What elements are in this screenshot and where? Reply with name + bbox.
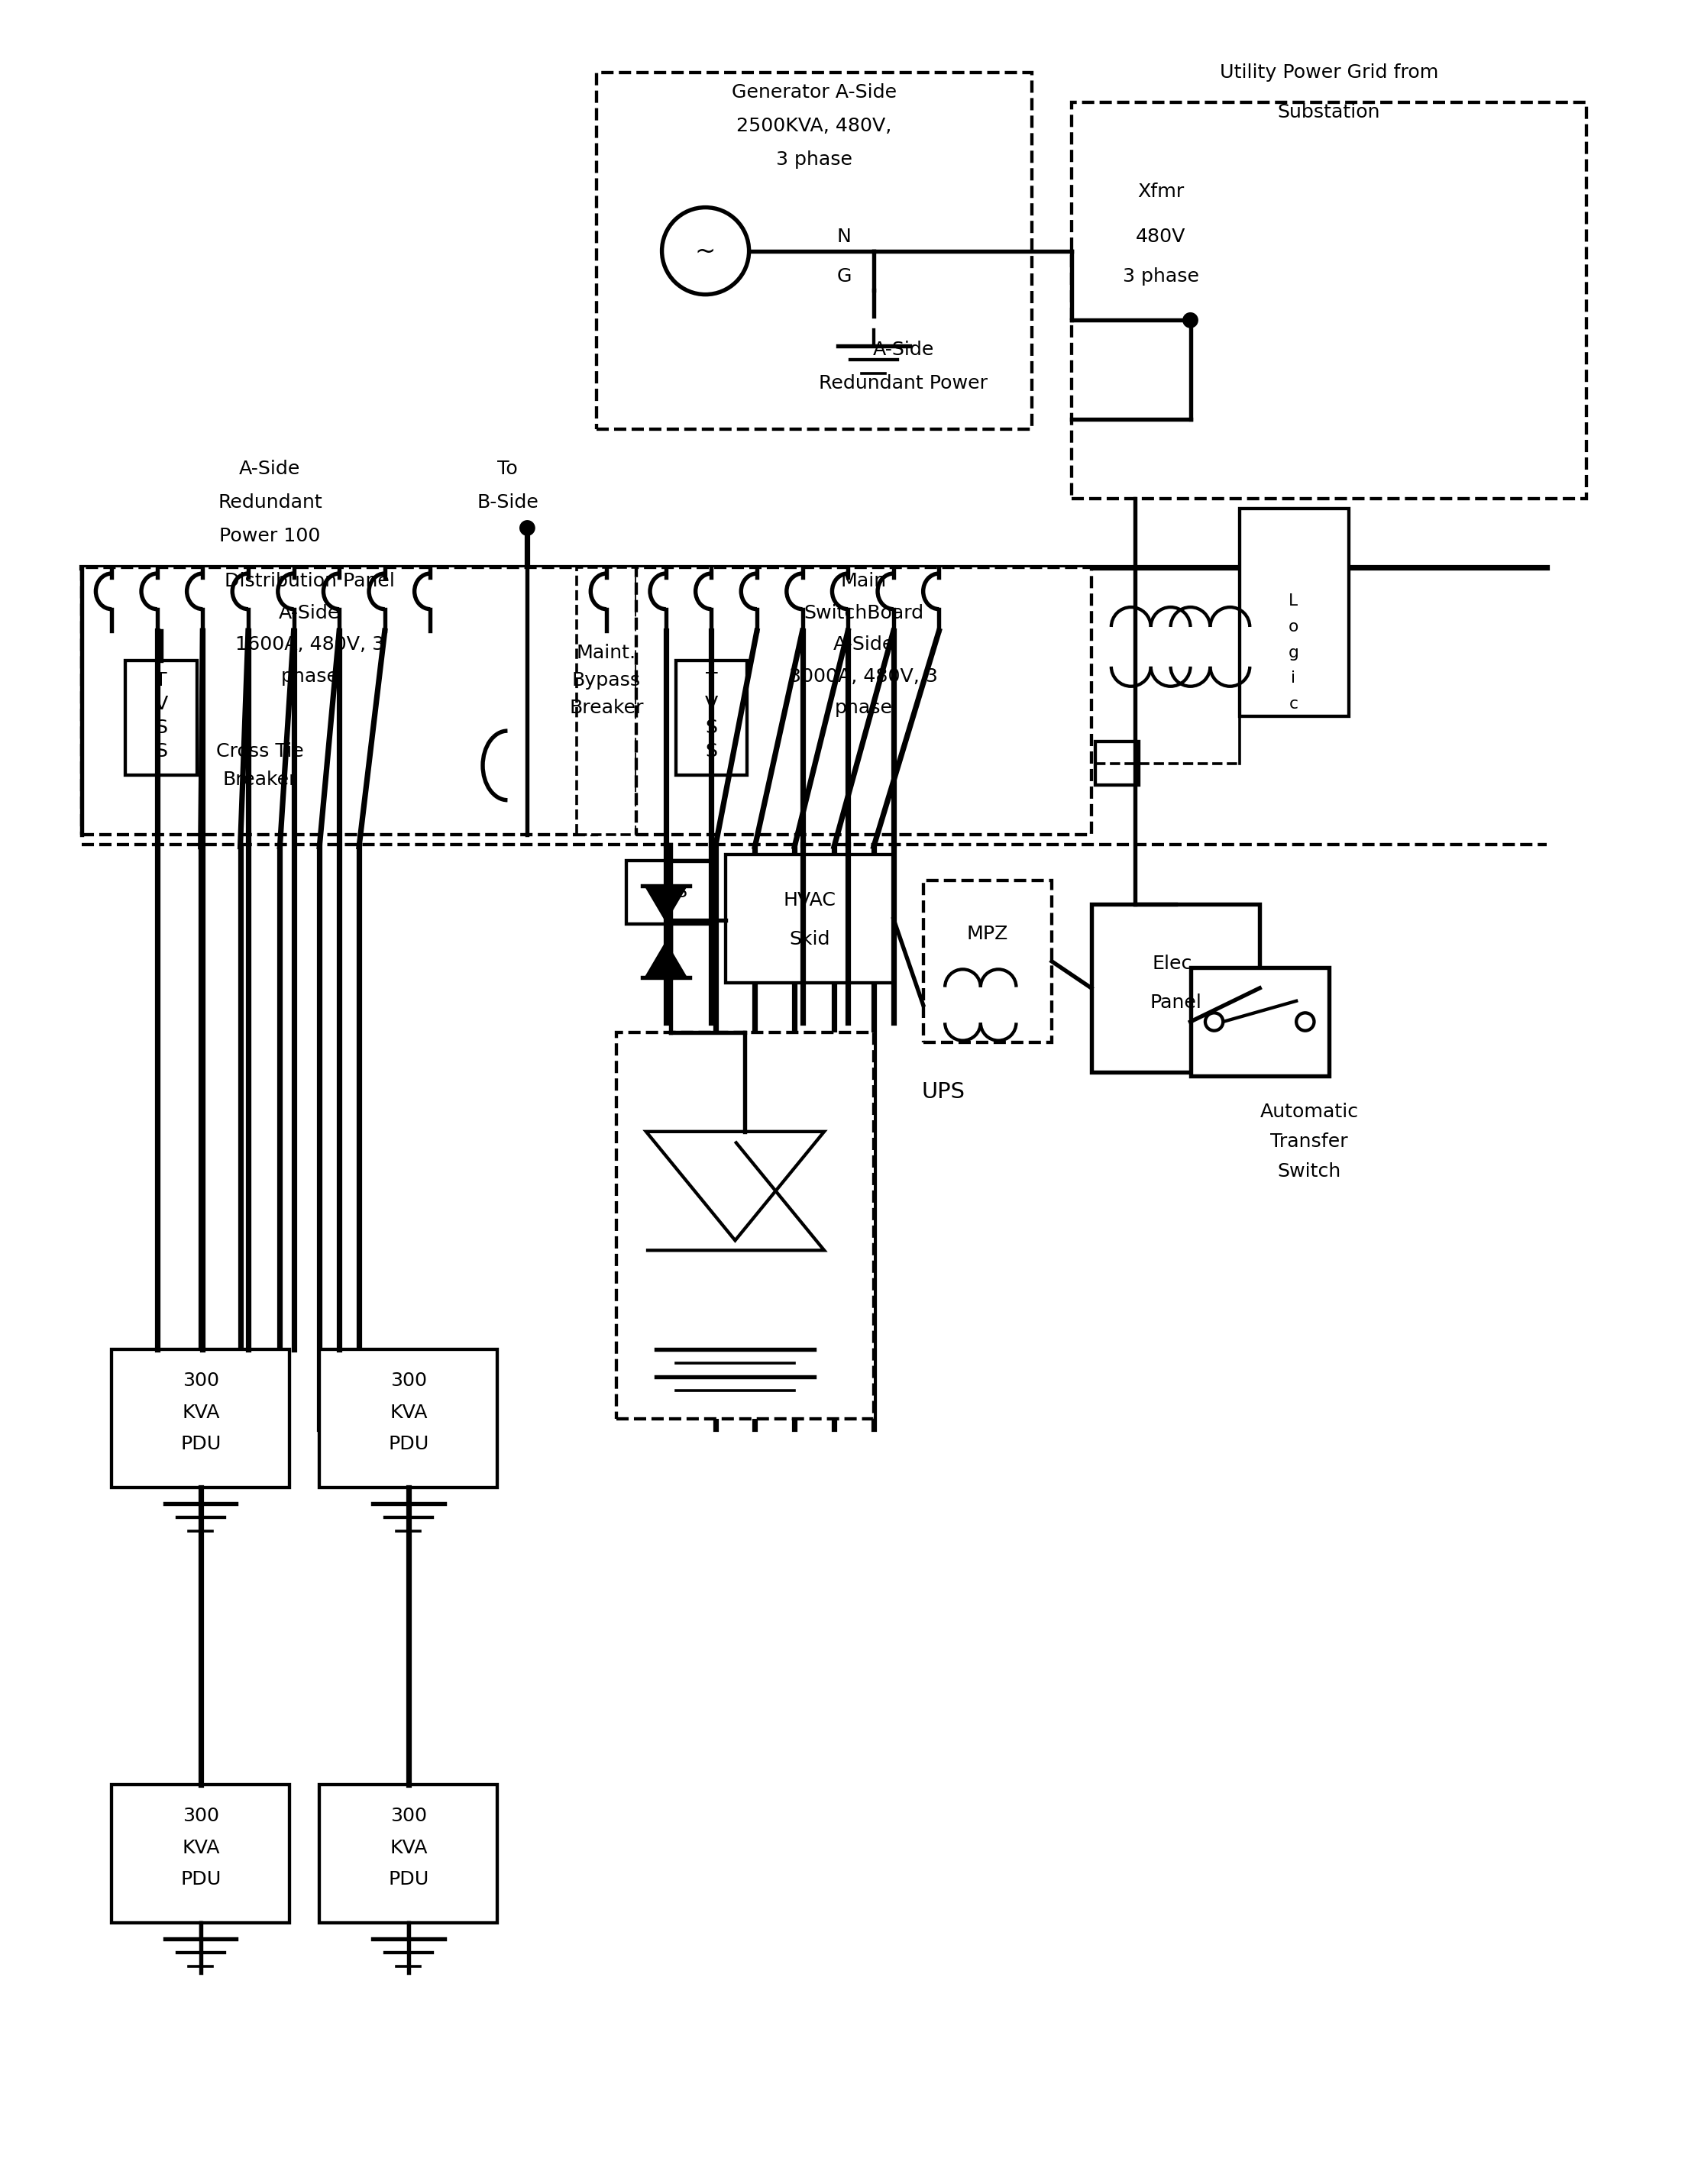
Circle shape: [1296, 1013, 1313, 1031]
Bar: [1241, 509, 1349, 716]
Text: V: V: [155, 695, 167, 714]
Text: KVA: KVA: [182, 1839, 219, 1856]
Polygon shape: [647, 943, 685, 976]
Text: B-Side: B-Side: [476, 494, 538, 511]
Text: S: S: [706, 719, 717, 736]
Text: S: S: [155, 719, 167, 736]
Text: Utility Power Grid from: Utility Power Grid from: [1220, 63, 1438, 83]
Text: HVAC: HVAC: [783, 891, 836, 909]
Text: Power 100: Power 100: [219, 526, 321, 546]
Text: Maint.: Maint.: [577, 644, 636, 662]
Text: MPZ: MPZ: [967, 924, 1008, 943]
Text: Skid: Skid: [788, 930, 830, 948]
Text: Redundant: Redundant: [218, 494, 322, 511]
Circle shape: [520, 520, 535, 535]
Text: Elec.: Elec.: [1153, 954, 1198, 972]
Text: S: S: [706, 743, 717, 760]
Bar: [726, 854, 893, 983]
Text: PDU: PDU: [181, 1870, 221, 1889]
Text: KVA: KVA: [390, 1839, 427, 1856]
Bar: [596, 72, 1031, 428]
Text: Generator A-Side: Generator A-Side: [733, 83, 896, 103]
Text: Xfmr: Xfmr: [1138, 183, 1183, 201]
Bar: [319, 1350, 498, 1487]
Text: PDU: PDU: [388, 1870, 429, 1889]
Text: Redundant Power: Redundant Power: [819, 373, 987, 393]
Text: 300: 300: [390, 1372, 427, 1389]
Text: G: G: [837, 266, 851, 286]
Bar: [1190, 968, 1328, 1077]
Bar: [1096, 743, 1139, 786]
Text: N: N: [837, 227, 851, 247]
Text: Automatic: Automatic: [1259, 1103, 1359, 1120]
Bar: [1072, 103, 1587, 498]
Text: KVA: KVA: [182, 1404, 219, 1422]
Text: A-Side: A-Side: [873, 341, 933, 358]
Text: i: i: [1291, 670, 1296, 686]
Text: Main: Main: [841, 572, 886, 590]
Text: 480V: 480V: [1136, 227, 1185, 247]
Bar: [1092, 904, 1259, 1072]
Text: 300: 300: [182, 1372, 219, 1389]
Bar: [616, 1033, 874, 1420]
Circle shape: [1183, 312, 1198, 328]
Bar: [111, 1784, 290, 1924]
Text: Breaker: Breaker: [569, 699, 643, 716]
Text: Panel: Panel: [1150, 994, 1202, 1011]
Bar: [83, 568, 596, 834]
Bar: [111, 1350, 290, 1487]
Circle shape: [662, 207, 749, 295]
Bar: [675, 660, 748, 775]
Text: To: To: [498, 459, 518, 478]
Bar: [577, 568, 636, 834]
Text: c: c: [1288, 697, 1298, 712]
Text: 3000A, 480V, 3: 3000A, 480V, 3: [790, 668, 939, 686]
Text: Transfer: Transfer: [1271, 1131, 1349, 1151]
Text: phase: phase: [836, 699, 893, 716]
Text: g: g: [1288, 644, 1298, 660]
Text: UPS: UPS: [922, 1081, 966, 1103]
Text: A-Side: A-Side: [834, 636, 895, 653]
Text: Bypass: Bypass: [572, 670, 641, 690]
Text: T: T: [706, 670, 717, 690]
Text: V: V: [706, 695, 717, 714]
Text: 300: 300: [390, 1806, 427, 1826]
Bar: [923, 880, 1052, 1042]
Text: SwitchBoard: SwitchBoard: [803, 605, 923, 622]
Text: PDU: PDU: [181, 1435, 221, 1452]
Circle shape: [1205, 1013, 1224, 1031]
Bar: [636, 568, 1092, 834]
Text: phase: phase: [280, 668, 339, 686]
Text: 3 phase: 3 phase: [1123, 266, 1198, 286]
Text: 300: 300: [182, 1806, 219, 1826]
Text: ~: ~: [695, 238, 716, 264]
Text: 2500KVA, 480V,: 2500KVA, 480V,: [736, 118, 891, 135]
Text: 1600A, 480V, 3: 1600A, 480V, 3: [235, 636, 385, 653]
Text: A-Side: A-Side: [279, 605, 341, 622]
Text: S: S: [155, 743, 167, 760]
Text: STS: STS: [653, 882, 687, 902]
Bar: [626, 860, 716, 924]
Bar: [319, 1784, 498, 1924]
Text: Breaker: Breaker: [223, 771, 297, 788]
Bar: [125, 660, 197, 775]
Text: L: L: [1288, 594, 1298, 609]
Text: o: o: [1288, 620, 1298, 636]
Text: Cross Tie: Cross Tie: [216, 743, 304, 760]
Text: 3 phase: 3 phase: [776, 151, 852, 168]
Text: T: T: [155, 670, 167, 690]
Text: Distribution Panel: Distribution Panel: [225, 572, 395, 590]
Polygon shape: [647, 887, 685, 919]
Text: Switch: Switch: [1278, 1162, 1340, 1179]
Text: Substation: Substation: [1278, 103, 1381, 122]
Text: PDU: PDU: [388, 1435, 429, 1452]
Text: A-Side: A-Side: [240, 459, 300, 478]
Text: KVA: KVA: [390, 1404, 427, 1422]
